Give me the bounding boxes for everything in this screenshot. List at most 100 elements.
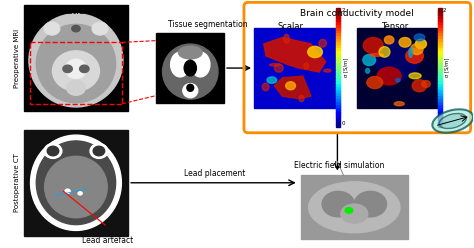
- Ellipse shape: [370, 54, 383, 56]
- Bar: [438, 53, 442, 56]
- Bar: [337, 67, 340, 71]
- Ellipse shape: [274, 64, 283, 72]
- Ellipse shape: [439, 114, 466, 128]
- Ellipse shape: [319, 39, 327, 47]
- Ellipse shape: [379, 47, 390, 57]
- Bar: [337, 70, 340, 74]
- Bar: [337, 11, 340, 15]
- Text: Electric field simulation: Electric field simulation: [294, 160, 384, 170]
- Ellipse shape: [299, 95, 304, 102]
- Ellipse shape: [163, 44, 218, 99]
- Ellipse shape: [409, 73, 421, 79]
- Bar: [337, 112, 340, 116]
- Polygon shape: [274, 76, 311, 99]
- Bar: [438, 88, 442, 92]
- Bar: [337, 118, 340, 122]
- Ellipse shape: [396, 79, 400, 82]
- Ellipse shape: [270, 63, 281, 66]
- Ellipse shape: [80, 65, 89, 73]
- Ellipse shape: [93, 146, 105, 156]
- Bar: [337, 14, 340, 18]
- Bar: [438, 59, 442, 62]
- Ellipse shape: [178, 46, 202, 59]
- Bar: [337, 100, 340, 104]
- Ellipse shape: [29, 14, 123, 107]
- Bar: [337, 53, 340, 56]
- Ellipse shape: [66, 81, 85, 95]
- Bar: [438, 38, 442, 41]
- Ellipse shape: [36, 141, 116, 225]
- Bar: [24, 130, 128, 236]
- Bar: [438, 11, 442, 15]
- Ellipse shape: [44, 22, 60, 35]
- Bar: [438, 26, 442, 30]
- Text: σ [S/m]: σ [S/m]: [343, 58, 348, 77]
- Ellipse shape: [414, 34, 425, 41]
- Ellipse shape: [286, 82, 295, 90]
- Text: Tissue segmentation: Tissue segmentation: [168, 20, 248, 29]
- Bar: [337, 50, 340, 53]
- Bar: [337, 94, 340, 98]
- Bar: [438, 67, 442, 71]
- Text: σ [S/m]: σ [S/m]: [444, 58, 449, 77]
- Ellipse shape: [183, 84, 198, 98]
- Bar: [337, 64, 340, 68]
- Bar: [438, 103, 442, 107]
- Ellipse shape: [377, 67, 401, 85]
- Bar: [438, 85, 442, 89]
- Bar: [337, 59, 340, 62]
- Bar: [438, 47, 442, 50]
- Bar: [438, 121, 442, 124]
- Bar: [438, 82, 442, 86]
- Ellipse shape: [187, 84, 194, 91]
- Ellipse shape: [65, 189, 70, 193]
- Bar: [438, 8, 442, 12]
- Ellipse shape: [363, 54, 375, 66]
- Bar: [438, 118, 442, 122]
- Ellipse shape: [184, 60, 196, 76]
- Bar: [438, 70, 442, 74]
- Ellipse shape: [308, 46, 322, 58]
- Ellipse shape: [262, 83, 269, 91]
- Bar: [337, 47, 340, 50]
- Bar: [438, 35, 442, 38]
- Bar: [337, 29, 340, 32]
- Bar: [438, 97, 442, 101]
- Bar: [438, 91, 442, 95]
- Ellipse shape: [36, 24, 116, 103]
- Ellipse shape: [412, 80, 427, 92]
- Ellipse shape: [432, 109, 473, 133]
- Bar: [30, 42, 122, 104]
- Text: 0: 0: [443, 121, 447, 126]
- Ellipse shape: [363, 37, 383, 54]
- Bar: [337, 115, 340, 119]
- Bar: [254, 28, 336, 108]
- Bar: [337, 106, 340, 110]
- Ellipse shape: [375, 40, 419, 80]
- Text: Lead artefact: Lead artefact: [82, 236, 133, 245]
- Bar: [438, 23, 442, 27]
- Text: 0: 0: [341, 121, 345, 126]
- Bar: [337, 97, 340, 101]
- Bar: [337, 20, 340, 24]
- Bar: [24, 5, 128, 111]
- Ellipse shape: [30, 135, 121, 230]
- Ellipse shape: [65, 59, 86, 78]
- Ellipse shape: [399, 37, 411, 47]
- Ellipse shape: [406, 49, 423, 63]
- Bar: [438, 106, 442, 110]
- Bar: [337, 62, 340, 65]
- Ellipse shape: [309, 182, 400, 233]
- Text: Tensor: Tensor: [382, 22, 409, 31]
- Ellipse shape: [72, 26, 80, 32]
- Ellipse shape: [47, 146, 59, 156]
- Bar: [337, 91, 340, 95]
- Ellipse shape: [171, 52, 190, 77]
- Text: Brain conductivity model: Brain conductivity model: [301, 9, 414, 18]
- Bar: [438, 124, 442, 127]
- Bar: [337, 17, 340, 21]
- Bar: [438, 20, 442, 24]
- Ellipse shape: [324, 69, 331, 72]
- Bar: [337, 109, 340, 113]
- Text: Preoperative MRI: Preoperative MRI: [14, 29, 20, 88]
